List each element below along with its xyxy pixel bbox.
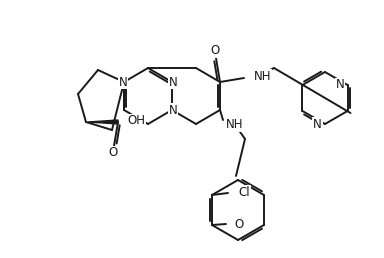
Text: OH: OH	[127, 115, 145, 127]
Text: N: N	[336, 78, 344, 92]
Polygon shape	[88, 120, 118, 124]
Text: N: N	[169, 103, 177, 117]
Text: O: O	[210, 44, 220, 58]
Text: O: O	[234, 217, 243, 230]
Text: N: N	[119, 76, 127, 88]
Text: N: N	[313, 117, 322, 131]
Text: N: N	[169, 76, 177, 88]
Text: NH: NH	[226, 118, 244, 132]
Text: NH: NH	[254, 69, 271, 83]
Text: Cl: Cl	[238, 186, 250, 198]
Text: O: O	[108, 147, 118, 159]
